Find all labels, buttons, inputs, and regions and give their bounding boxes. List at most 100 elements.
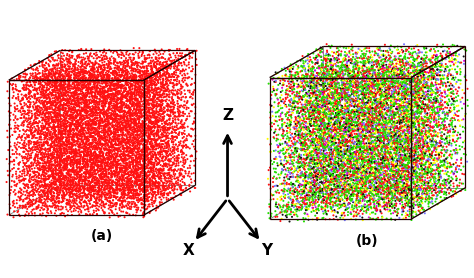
- Point: [374, 147, 382, 152]
- Point: [101, 75, 109, 80]
- Point: [385, 174, 393, 178]
- Point: [338, 203, 346, 208]
- Point: [63, 177, 71, 182]
- Point: [77, 126, 85, 130]
- Point: [135, 101, 142, 106]
- Point: [430, 115, 438, 120]
- Point: [389, 160, 396, 165]
- Point: [382, 78, 390, 82]
- Point: [416, 145, 424, 149]
- Point: [294, 180, 302, 184]
- Point: [142, 128, 149, 133]
- Point: [448, 96, 456, 101]
- Point: [418, 128, 425, 132]
- Point: [103, 69, 111, 73]
- Point: [416, 175, 423, 179]
- Point: [21, 205, 29, 210]
- Point: [326, 196, 334, 200]
- Point: [338, 213, 346, 218]
- Point: [109, 160, 116, 165]
- Point: [55, 201, 63, 205]
- Point: [51, 104, 59, 108]
- Point: [389, 141, 396, 146]
- Point: [125, 147, 132, 151]
- Point: [34, 160, 42, 165]
- Point: [310, 72, 317, 76]
- Point: [328, 201, 336, 206]
- Point: [41, 104, 49, 108]
- Point: [89, 130, 97, 135]
- Point: [95, 108, 102, 112]
- Point: [326, 201, 334, 206]
- Point: [446, 174, 453, 178]
- Point: [361, 137, 368, 141]
- Point: [437, 173, 444, 177]
- Point: [65, 75, 73, 80]
- Point: [45, 123, 52, 127]
- Point: [174, 156, 182, 160]
- Point: [311, 130, 319, 134]
- Point: [291, 99, 299, 104]
- Point: [50, 130, 58, 135]
- Point: [86, 132, 93, 137]
- Point: [119, 163, 127, 168]
- Point: [147, 98, 155, 102]
- Point: [83, 195, 91, 200]
- Point: [306, 168, 313, 172]
- Point: [163, 128, 171, 133]
- Point: [70, 169, 78, 173]
- Point: [101, 178, 109, 182]
- Point: [361, 74, 368, 78]
- Point: [131, 142, 139, 146]
- Point: [343, 173, 351, 178]
- Point: [345, 111, 352, 115]
- Point: [77, 87, 84, 91]
- Point: [349, 190, 356, 195]
- Point: [97, 66, 105, 70]
- Point: [25, 200, 32, 204]
- Point: [335, 57, 343, 61]
- Point: [292, 168, 300, 173]
- Point: [293, 94, 301, 99]
- Point: [107, 167, 115, 171]
- Point: [374, 100, 382, 105]
- Point: [369, 84, 376, 89]
- Point: [94, 85, 101, 90]
- Point: [94, 201, 101, 205]
- Point: [58, 169, 65, 173]
- Point: [419, 121, 427, 126]
- Point: [431, 158, 438, 163]
- Point: [345, 183, 353, 188]
- Point: [375, 106, 383, 110]
- Point: [59, 89, 66, 93]
- Point: [319, 188, 327, 193]
- Point: [59, 106, 67, 111]
- Point: [360, 79, 367, 83]
- Point: [158, 150, 165, 155]
- Point: [159, 139, 166, 143]
- Point: [295, 160, 302, 164]
- Point: [46, 183, 53, 187]
- Point: [68, 120, 76, 125]
- Point: [42, 146, 49, 150]
- Point: [171, 113, 179, 118]
- Point: [288, 104, 296, 108]
- Point: [92, 137, 100, 141]
- Point: [338, 80, 346, 85]
- Point: [179, 76, 186, 81]
- Point: [76, 167, 83, 171]
- Point: [425, 71, 432, 75]
- Point: [126, 86, 133, 90]
- Point: [363, 146, 371, 151]
- Point: [298, 141, 306, 146]
- Point: [87, 141, 94, 145]
- Point: [402, 132, 410, 136]
- Point: [127, 75, 134, 80]
- Point: [173, 82, 180, 87]
- Point: [369, 134, 376, 138]
- Point: [391, 120, 398, 124]
- Point: [63, 143, 71, 148]
- Point: [116, 165, 124, 170]
- Point: [301, 81, 309, 85]
- Point: [322, 114, 329, 118]
